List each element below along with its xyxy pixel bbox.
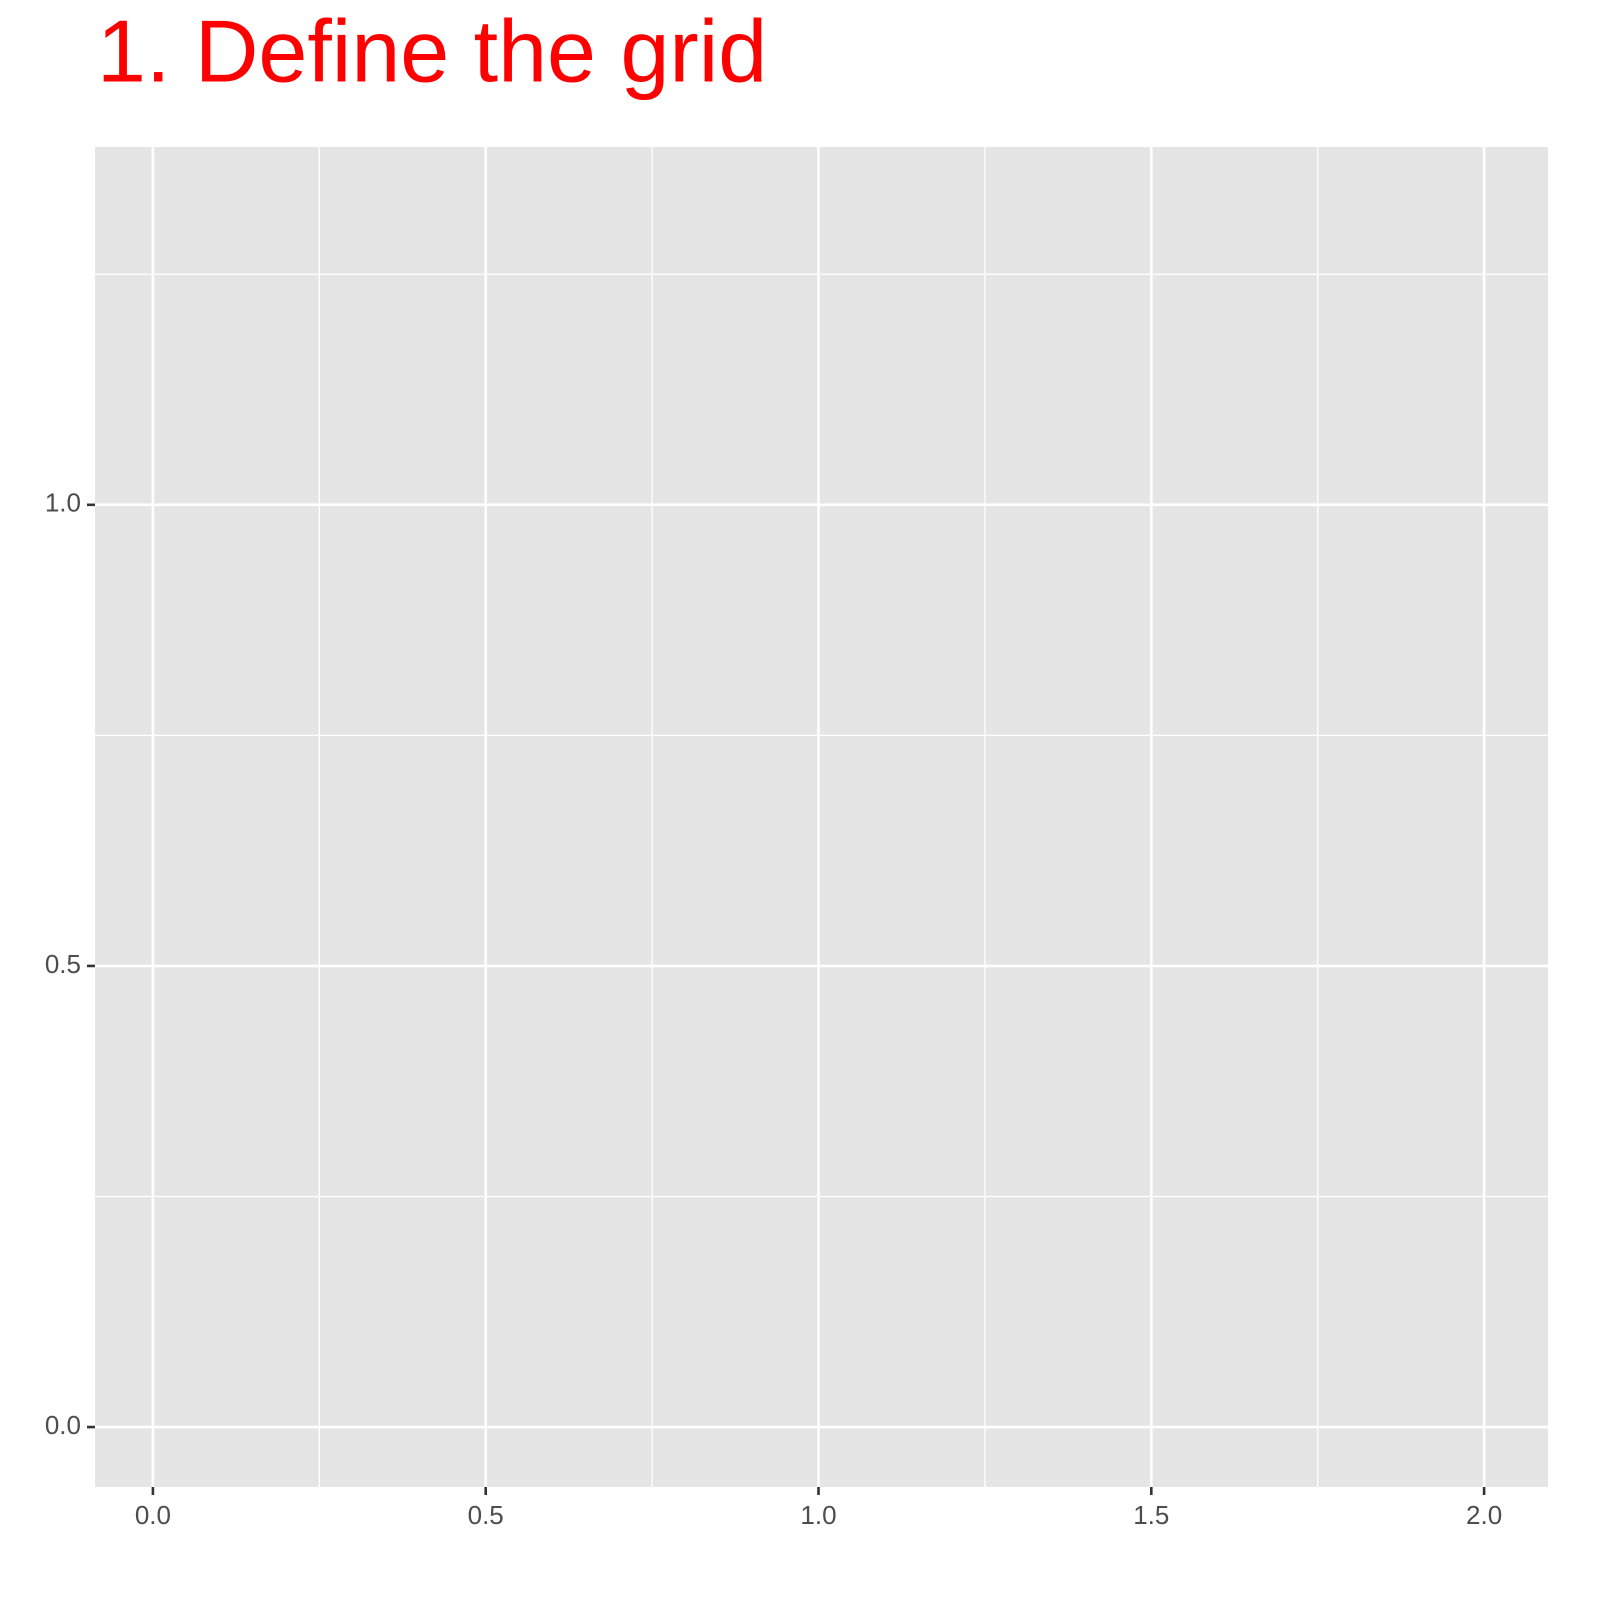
x-tick-label: 0.5: [468, 1500, 504, 1530]
x-tick-label: 2.0: [1466, 1500, 1502, 1530]
y-tick-label: 0.0: [45, 1410, 81, 1440]
chart-title: 1. Define the grid: [97, 1, 767, 100]
x-tick-label: 0.0: [135, 1500, 171, 1530]
x-tick-label: 1.0: [800, 1500, 836, 1530]
x-tick-label: 1.5: [1133, 1500, 1169, 1530]
panel: [95, 147, 1548, 1487]
y-tick-label: 0.5: [45, 949, 81, 979]
y-tick-label: 1.0: [45, 488, 81, 518]
